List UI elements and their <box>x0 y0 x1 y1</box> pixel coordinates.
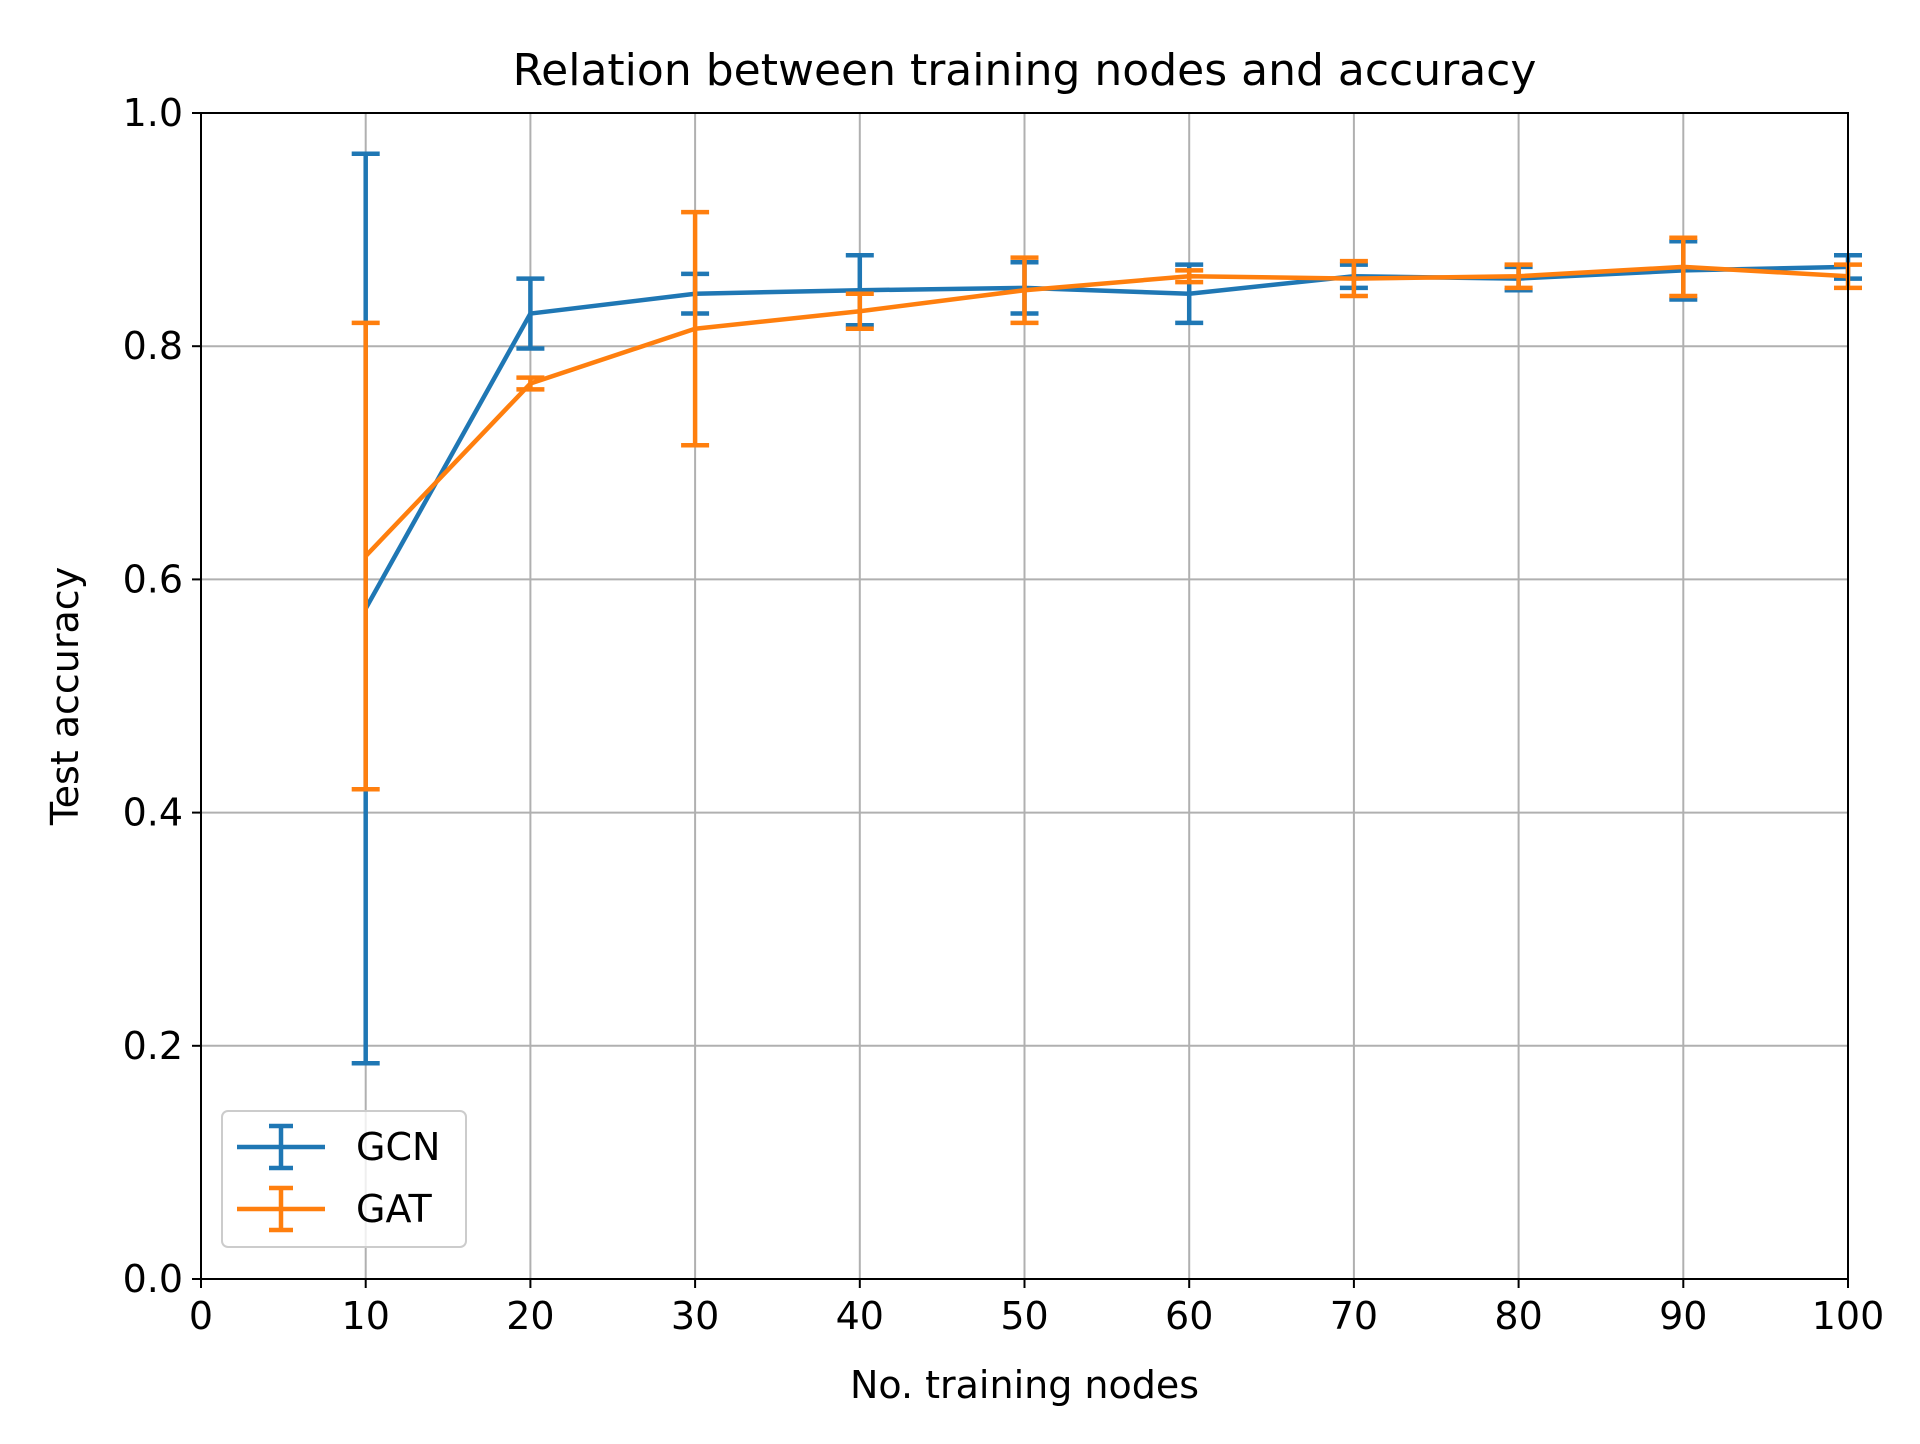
y-tick-label: 1.0 <box>123 91 183 135</box>
legend-label: GAT <box>356 1187 432 1231</box>
x-tick-label: 80 <box>1494 1294 1542 1338</box>
x-tick-label: 100 <box>1812 1294 1885 1338</box>
y-tick-label: 0.0 <box>123 1257 183 1301</box>
x-tick-label: 60 <box>1165 1294 1213 1338</box>
y-tick-label: 0.8 <box>123 324 183 368</box>
x-tick-label: 40 <box>836 1294 884 1338</box>
x-tick-label: 50 <box>1000 1294 1048 1338</box>
x-axis-label: No. training nodes <box>850 1363 1199 1407</box>
x-tick-label: 10 <box>342 1294 390 1338</box>
y-tick-label: 0.4 <box>123 791 183 835</box>
y-tick-label: 0.2 <box>123 1024 183 1068</box>
chart-title: Relation between training nodes and accu… <box>513 45 1537 96</box>
x-tick-label: 20 <box>506 1294 554 1338</box>
x-tick-label: 70 <box>1330 1294 1378 1338</box>
legend-label: GCN <box>356 1125 440 1169</box>
x-tick-label: 0 <box>189 1294 213 1338</box>
x-tick-label: 30 <box>671 1294 719 1338</box>
legend: GCN GAT <box>222 1111 466 1247</box>
x-tick-label: 90 <box>1659 1294 1707 1338</box>
y-axis-label: Test accuracy <box>43 567 87 826</box>
y-tick-label: 0.6 <box>123 557 183 601</box>
